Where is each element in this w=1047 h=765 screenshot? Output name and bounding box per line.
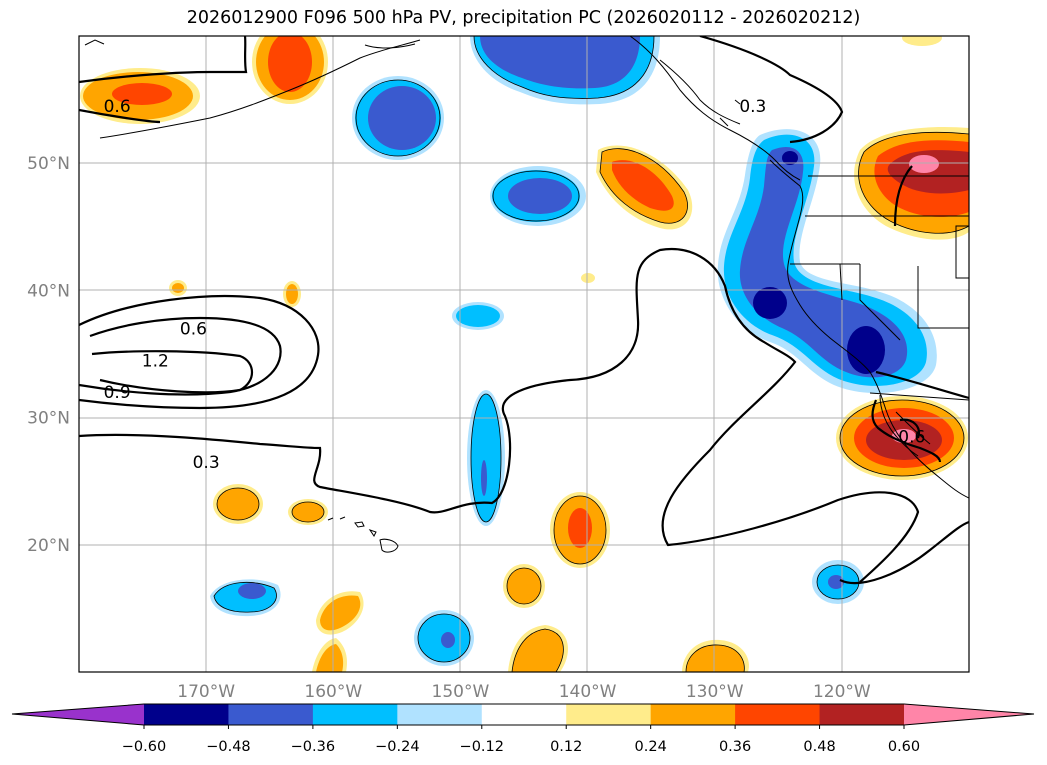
colorbar-tick-label: 0.60 bbox=[888, 739, 920, 755]
colorbar-segment bbox=[228, 704, 314, 725]
negative-anomaly-gulf-alaska-top bbox=[470, 36, 660, 105]
longitude-tick-label: 120°W bbox=[813, 682, 871, 702]
negative-anomaly-165w-16n bbox=[210, 579, 281, 617]
colorbar-tick-label: −0.24 bbox=[375, 739, 419, 755]
colorbar-segment bbox=[397, 704, 483, 725]
pv-contours bbox=[79, 36, 969, 585]
colorbar-segment bbox=[650, 704, 736, 725]
pv-contour-label: 0.3 bbox=[193, 453, 220, 473]
colorbar-tick-label: −0.48 bbox=[206, 739, 250, 755]
positive-anomaly-144w-17n bbox=[503, 564, 545, 608]
colorbar-segment bbox=[735, 704, 821, 725]
positive-anomaly-off-bc bbox=[596, 145, 693, 230]
latitude-tick-label: 30°N bbox=[27, 409, 70, 429]
pv-contour-label: 0.3 bbox=[739, 97, 766, 117]
colorbar-tick-labels: −0.60 −0.48 −0.36 −0.24 −0.12 0.12 0.24 0.36 0.4… bbox=[122, 725, 920, 755]
colorbar-tick-label: 0.24 bbox=[635, 739, 667, 755]
negative-anomaly-gulf-alaska-west bbox=[352, 76, 444, 160]
colorbar-tick-label: −0.36 bbox=[291, 739, 335, 755]
negative-anomaly-mid-pacific bbox=[490, 166, 586, 226]
positive-anomaly-small-22n bbox=[213, 484, 328, 525]
colorbar-tick-label: 0.12 bbox=[550, 739, 582, 755]
pv-contour-label: 1.2 bbox=[142, 351, 169, 371]
longitude-tick-label: 170°W bbox=[177, 682, 235, 702]
colorbar-segment bbox=[312, 704, 398, 725]
latitude-tick-label: 40°N bbox=[27, 281, 70, 301]
colorbar-tick-label: −0.60 bbox=[122, 739, 166, 755]
pv-contour-label: 0.6 bbox=[898, 428, 925, 448]
colorbar-segment bbox=[566, 704, 652, 725]
colorbar-segment bbox=[481, 704, 567, 725]
precipitation-anomaly-fills bbox=[80, 36, 969, 672]
map-content: 0.6 1.2 0.9 0.3 0.6 0.3 0.6 bbox=[79, 36, 969, 672]
longitude-tick-labels: 170°W 160°W 150°W 140°W 130°W 120°W bbox=[177, 682, 871, 702]
pv-contour-label: 0.9 bbox=[104, 383, 131, 403]
longitude-tick-label: 140°W bbox=[559, 682, 617, 702]
anomaly-contour-outlines bbox=[213, 36, 969, 672]
longitude-tick-label: 160°W bbox=[304, 682, 362, 702]
positive-anomaly-141w-22n bbox=[550, 492, 610, 568]
pv-contour-labels: 0.6 1.2 0.9 0.3 0.6 0.3 0.6 bbox=[104, 97, 926, 473]
positive-anomaly-158w-13n bbox=[316, 591, 364, 635]
pv-contour-label: 0.6 bbox=[104, 97, 131, 117]
colorbar-segment bbox=[144, 704, 229, 725]
colorbar-extend-low bbox=[12, 704, 144, 725]
colorbar-tick-label: 0.36 bbox=[719, 739, 751, 755]
negative-anomaly-central-streak bbox=[467, 390, 505, 526]
latitude-tick-label: 50°N bbox=[27, 154, 70, 174]
pv-contour-label: 0.6 bbox=[180, 320, 207, 340]
latitude-tick-labels: 20°N 30°N 40°N 50°N bbox=[27, 154, 70, 556]
colorbar-extend-high bbox=[904, 704, 1034, 725]
coastlines bbox=[84, 36, 969, 553]
map-frame bbox=[78, 35, 970, 673]
colorbar-tick-label: −0.12 bbox=[460, 739, 504, 755]
negative-anomaly-west-coast bbox=[717, 129, 937, 394]
colorbar: −0.60 −0.48 −0.36 −0.24 −0.12 0.12 0.24 0.36 0.4… bbox=[11, 703, 1035, 755]
latitude-tick-label: 20°N bbox=[27, 536, 70, 556]
colorbar-segments bbox=[12, 704, 1034, 725]
positive-anomaly-west-aleutian bbox=[80, 68, 200, 124]
longitude-tick-label: 150°W bbox=[432, 682, 490, 702]
negative-anomaly-152w-12n bbox=[414, 610, 474, 666]
negative-anomaly-small-central bbox=[452, 302, 504, 330]
positive-anomaly-aleutian-top bbox=[252, 36, 328, 104]
chart-title: 2026012900 F096 500 hPa PV, precipitatio… bbox=[186, 8, 861, 28]
longitude-tick-label: 130°W bbox=[686, 682, 744, 702]
graticule bbox=[79, 36, 969, 672]
positive-anomaly-top-right bbox=[902, 36, 942, 46]
negative-anomaly-120w-17n bbox=[812, 560, 864, 604]
colorbar-tick-label: 0.48 bbox=[803, 739, 835, 755]
positive-anomaly-small-40n bbox=[169, 273, 595, 307]
colorbar-segment bbox=[819, 704, 905, 725]
